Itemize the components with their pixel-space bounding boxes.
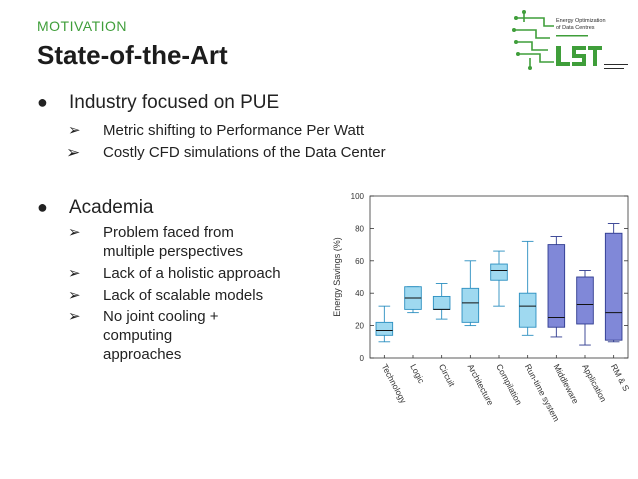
arrow-icon: ➢: [68, 265, 81, 282]
box: [432, 295, 451, 310]
y-tick-label: 20: [355, 322, 364, 331]
slide-title: State-of-the-Art: [37, 40, 228, 70]
y-tick-label: 80: [355, 224, 364, 233]
sub-bullet-text: Metric shifting to Performance Per Watt: [103, 122, 365, 139]
bullet-text: Academia: [69, 197, 154, 218]
logo-text-line2: of Data Centres: [556, 25, 595, 31]
box: [461, 287, 480, 323]
x-tick-label: RM & S: [609, 362, 632, 393]
energy-savings-boxplot: 0 20 40 60 80 100 Energy Savings (%) Technology…: [318, 186, 636, 446]
y-axis-label: Energy Savings (%): [332, 237, 342, 317]
bullet-item: ● Academia: [37, 197, 154, 219]
circuit-lsi-logo-icon: Energy Optimization of Data Centres: [510, 8, 632, 72]
sub-bullet-text: Problem faced from multiple perspectives: [103, 224, 244, 260]
box: [576, 276, 594, 325]
section-kicker: MOTIVATION: [37, 18, 128, 34]
y-tick-label: 0: [360, 354, 365, 363]
sub-bullet-text: No joint cooling + computing approaches: [103, 308, 219, 363]
x-tick-label: Compilation: [494, 362, 524, 407]
sub-bullet-item: ➢ No joint cooling + computing approache…: [68, 307, 278, 364]
box: [518, 292, 537, 328]
sub-bullet-text: Lack of scalable models: [103, 287, 264, 304]
sub-bullet-text: Costly CFD simulations of the Data Cente…: [103, 144, 386, 161]
arrow-icon: ➢: [68, 287, 81, 304]
bullet-text: Industry focused on PUE: [69, 92, 280, 113]
logo-text-line1: Energy Optimization: [556, 18, 606, 24]
x-tick-label: Architecture: [466, 362, 496, 407]
arrow-icon: ➢: [68, 122, 81, 139]
sub-bullet-item: ➢ Costly CFD simulations of the Data Cen…: [66, 143, 386, 163]
sub-bullet-item: ➢ Problem faced from multiple perspectiv…: [68, 223, 278, 261]
sub-bullet-item: ➢ Lack of scalable models: [68, 286, 263, 305]
x-tick-label: Middleware: [552, 362, 581, 405]
bullet-item: ● Industry focused on PUE: [37, 92, 279, 114]
x-tick-label: Circuit: [437, 362, 457, 389]
box: [490, 263, 508, 281]
y-tick-label: 100: [351, 192, 365, 201]
sub-bullet-item: ➢ Metric shifting to Performance Per Wat…: [68, 121, 364, 140]
bullet-icon: ●: [37, 197, 48, 217]
box: [604, 232, 623, 341]
y-tick-label: 40: [355, 289, 364, 298]
sub-bullet-text: Lack of a holistic approach: [103, 265, 281, 282]
bullet-icon: ●: [37, 92, 48, 112]
x-tick-label: Application: [580, 362, 608, 404]
box: [547, 244, 566, 328]
box: [375, 321, 394, 336]
arrow-icon: ➢: [68, 224, 81, 241]
x-tick-label: Technology: [380, 362, 409, 405]
arrow-icon: ➢: [66, 143, 81, 162]
arrow-icon: ➢: [68, 308, 81, 325]
sub-bullet-item: ➢ Lack of a holistic approach: [68, 264, 281, 283]
y-tick-label: 60: [355, 257, 364, 266]
x-tick-label: Logic: [408, 362, 427, 385]
